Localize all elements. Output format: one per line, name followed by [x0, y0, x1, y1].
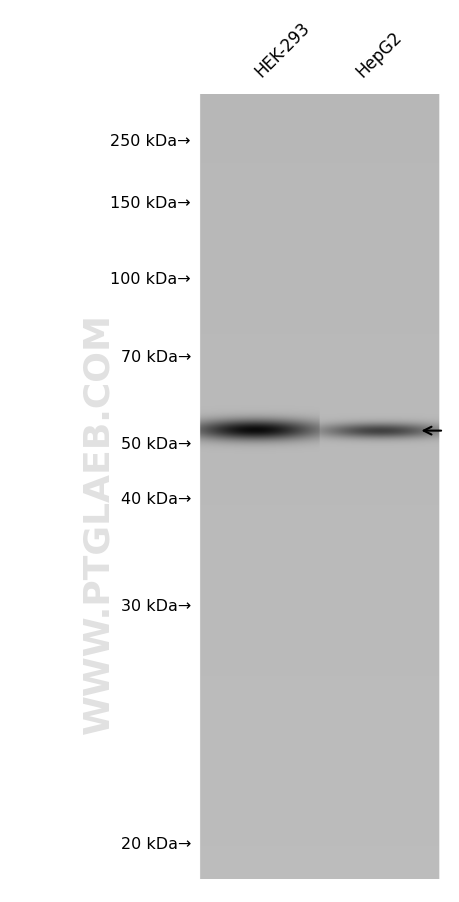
Text: 250 kDa→: 250 kDa→: [110, 134, 190, 149]
Text: WWW.PTGLAEB.COM: WWW.PTGLAEB.COM: [82, 313, 116, 733]
Text: 30 kDa→: 30 kDa→: [120, 599, 190, 613]
Text: HEK-293: HEK-293: [251, 19, 313, 81]
Text: 100 kDa→: 100 kDa→: [110, 272, 190, 287]
Text: 20 kDa→: 20 kDa→: [120, 836, 190, 851]
Text: HepG2: HepG2: [352, 28, 405, 81]
Text: 150 kDa→: 150 kDa→: [110, 196, 190, 210]
Text: 50 kDa→: 50 kDa→: [120, 437, 190, 451]
Text: 70 kDa→: 70 kDa→: [120, 350, 190, 364]
Text: 40 kDa→: 40 kDa→: [120, 492, 190, 506]
